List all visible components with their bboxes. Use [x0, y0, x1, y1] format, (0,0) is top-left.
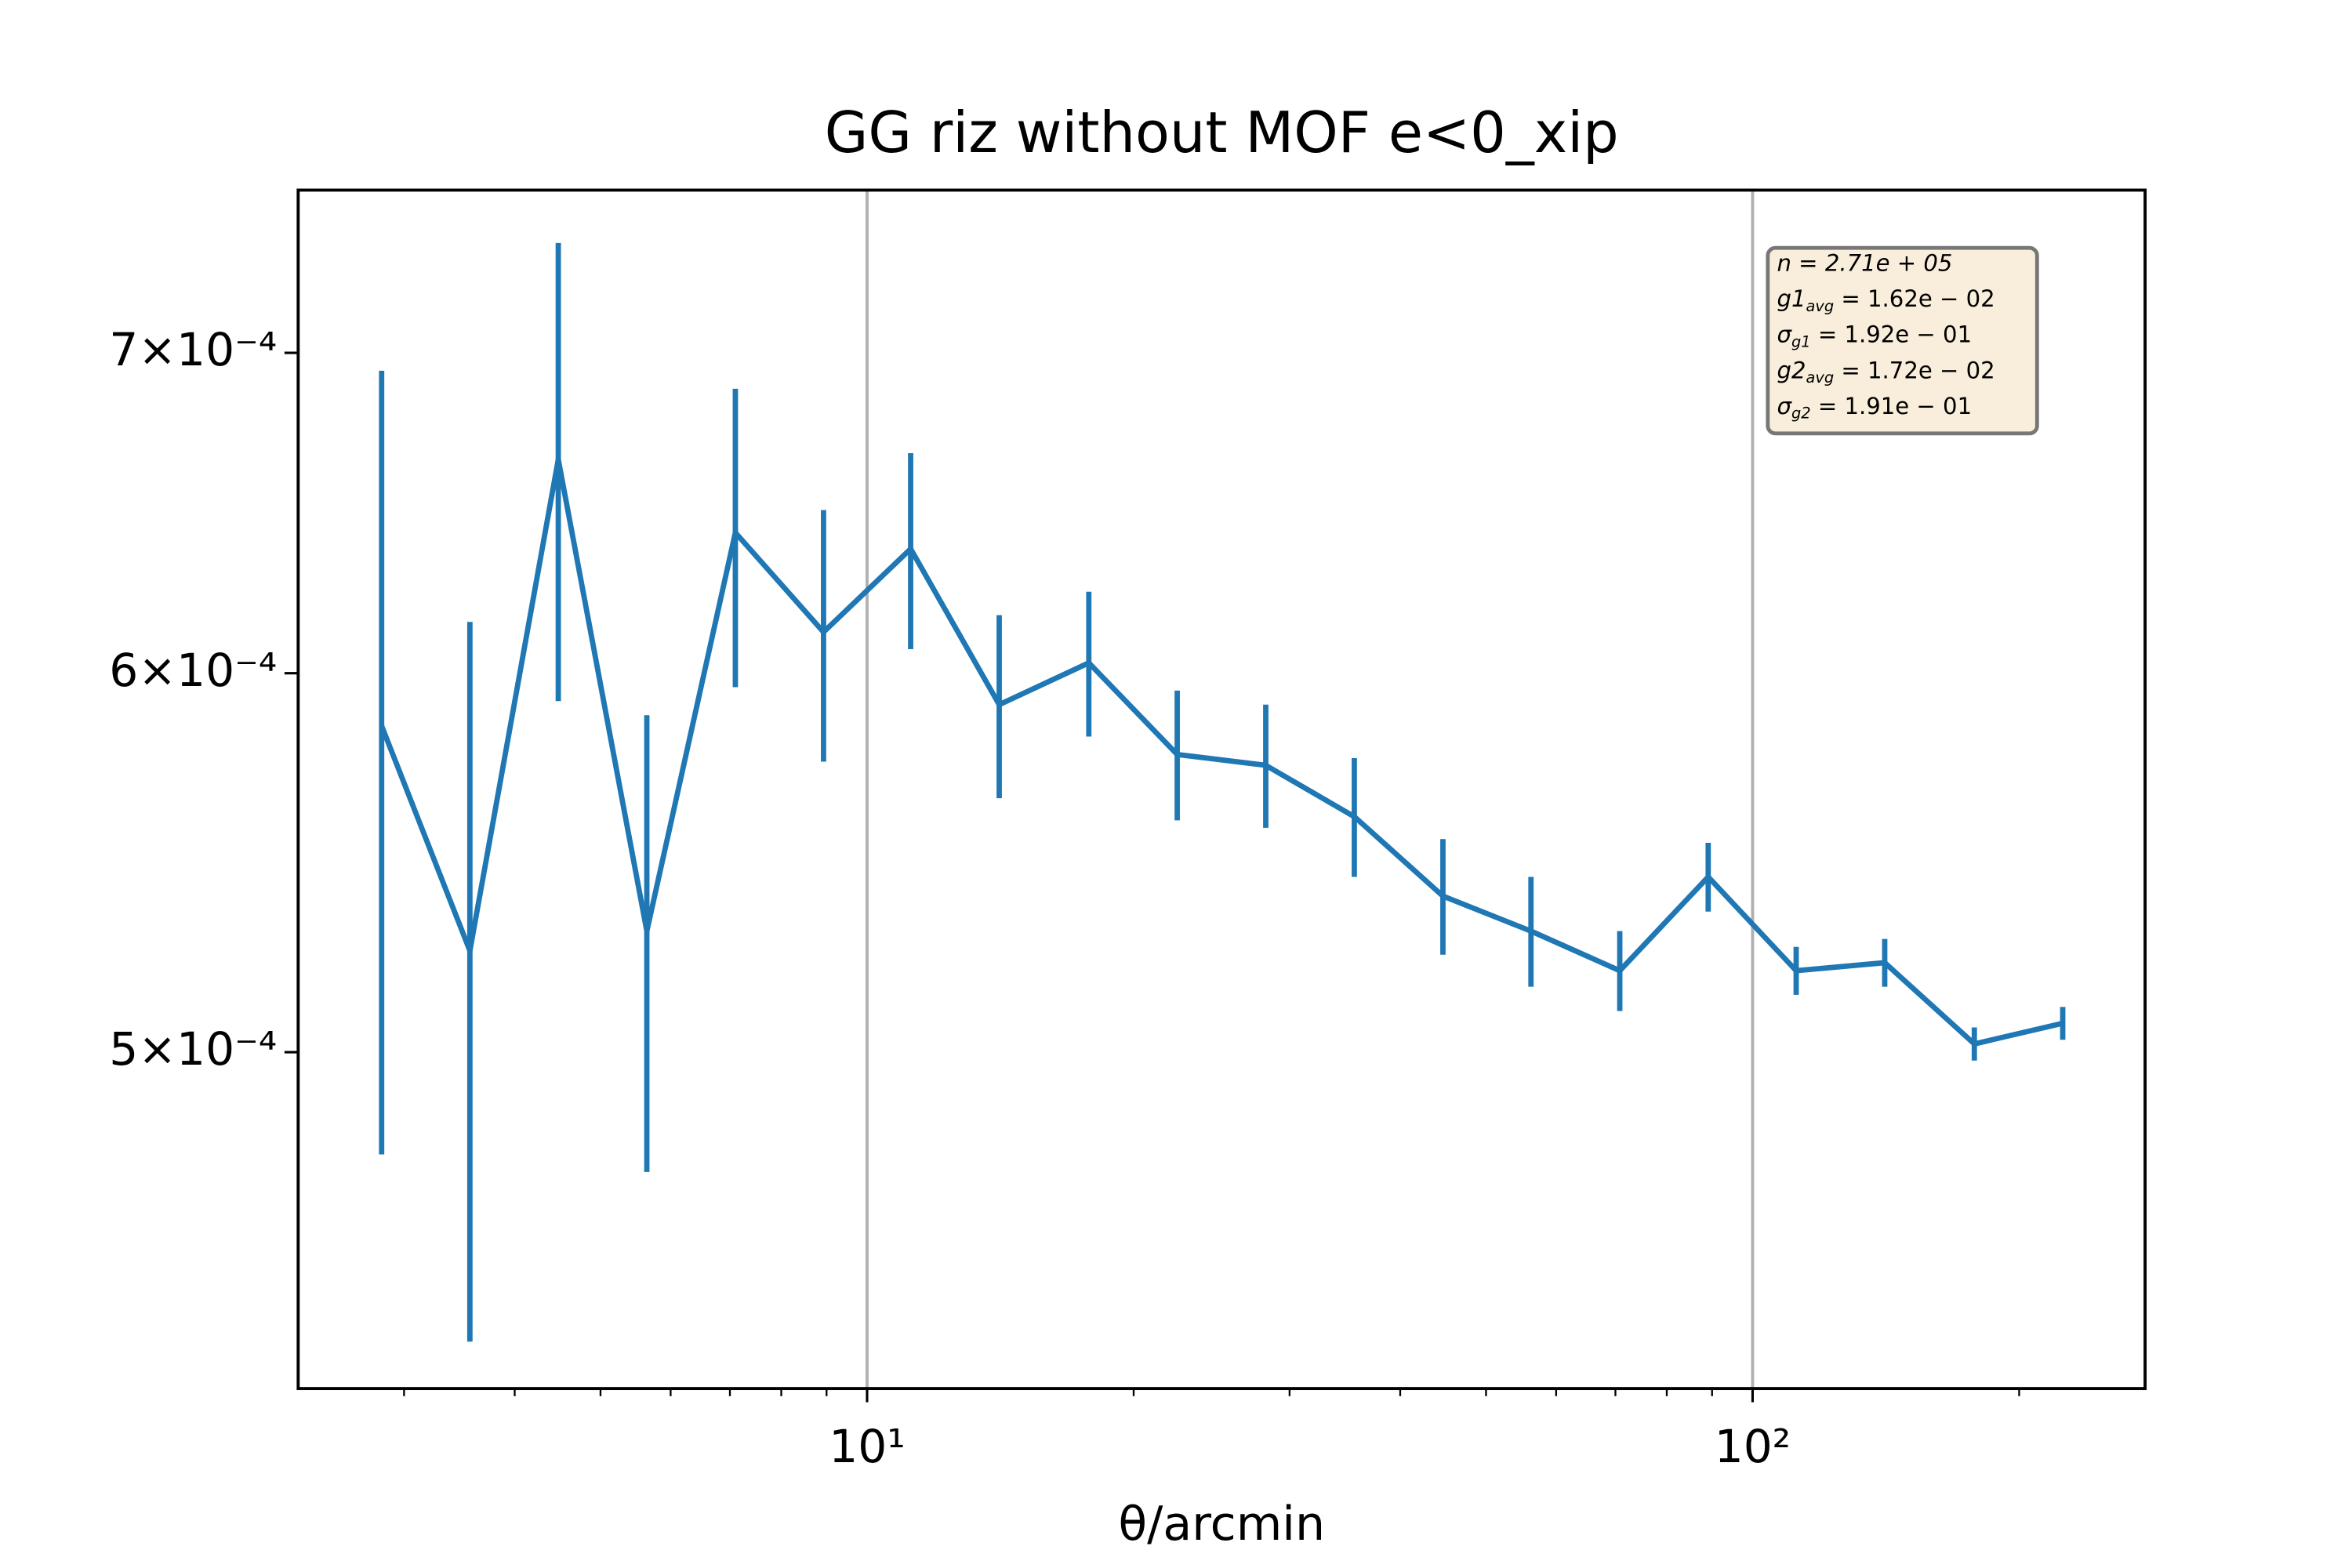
y-tick-label: 6×10⁻⁴ — [109, 644, 277, 697]
stats-part: n = 2.71e + 05 — [1777, 250, 1952, 277]
stats-box — [1766, 245, 2039, 436]
stats-line: g2avg = 1.72e − 02 — [1777, 357, 1994, 386]
stats-part: = 1.91e − 01 — [1811, 393, 1972, 419]
x-axis-label: θ/arcmin — [1118, 1497, 1325, 1552]
stats-part: σ — [1777, 321, 1792, 348]
stats-part: σ — [1777, 393, 1792, 419]
stats-part: g1 — [1777, 285, 1806, 312]
stats-part: avg — [1806, 296, 1834, 314]
y-tick-label: 5×10⁻⁴ — [109, 1022, 277, 1076]
plot-frame — [296, 188, 2147, 1391]
stats-part: avg — [1806, 368, 1834, 387]
stats-line: σg1 = 1.92e − 01 — [1777, 321, 1972, 350]
stats-part: = 1.92e − 01 — [1811, 321, 1972, 348]
y-tick-label: 7×10⁻⁴ — [109, 323, 277, 376]
stats-part: g2 — [1777, 357, 1806, 383]
data-line — [379, 456, 2063, 1047]
stats-part: g2 — [1791, 404, 1811, 422]
x-tick-label: 10² — [1715, 1420, 1791, 1473]
stats-part: = 1.62e − 02 — [1834, 285, 1994, 312]
x-tick-label: 10¹ — [829, 1420, 905, 1473]
chart-title: GG riz without MOF e<0_xip — [825, 100, 1619, 165]
stats-line: σg2 = 1.91e − 01 — [1777, 393, 1972, 422]
stats-part: = 1.72e − 02 — [1834, 357, 1994, 383]
stats-line: g1avg = 1.62e − 02 — [1777, 285, 1994, 314]
stats-part: g1 — [1791, 332, 1811, 350]
stats-line: n = 2.71e + 05 — [1777, 250, 1952, 277]
